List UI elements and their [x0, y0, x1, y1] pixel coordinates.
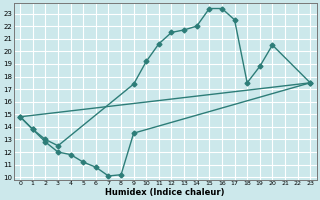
X-axis label: Humidex (Indice chaleur): Humidex (Indice chaleur) [106, 188, 225, 197]
